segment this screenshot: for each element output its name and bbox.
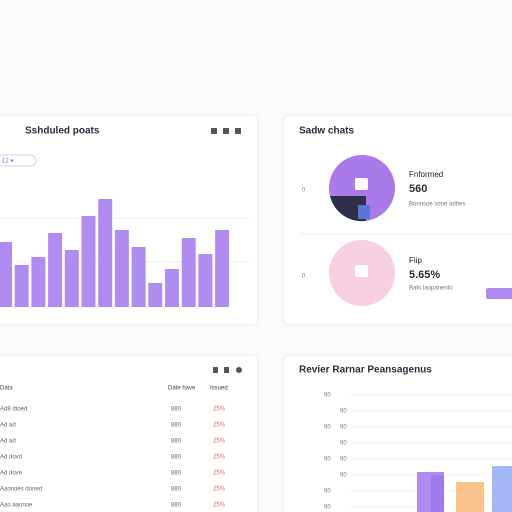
table-cell: 25% <box>213 423 226 429</box>
row-label: 80 <box>324 457 331 463</box>
row-label: 80 <box>340 473 347 479</box>
bar <box>98 199 113 307</box>
icon[interactable] <box>213 367 218 373</box>
row-label: 80 <box>324 489 331 495</box>
icon[interactable] <box>236 367 242 373</box>
bar <box>165 269 179 307</box>
icon[interactable] <box>211 128 217 134</box>
table-cell: Ad8 dtoed <box>0 407 27 413</box>
table-card <box>0 354 259 512</box>
bar <box>31 257 46 307</box>
bar <box>492 466 512 512</box>
table-cell: 880 <box>171 423 182 429</box>
item-note: Bato laopanento <box>409 286 453 292</box>
table-cell: 880 <box>171 439 182 445</box>
bar <box>81 216 96 307</box>
row-label: 80 <box>324 505 331 511</box>
table-cell: Ad dovd <box>0 455 22 461</box>
bar <box>131 247 146 307</box>
card-icons[interactable] <box>211 128 242 373</box>
bar <box>114 230 129 307</box>
bar <box>14 265 29 307</box>
icon[interactable] <box>224 367 229 373</box>
table-cell: 880 <box>171 487 182 493</box>
row-label: 80 <box>340 425 347 431</box>
table-cell: Ad ad <box>0 439 16 445</box>
table-cell: 880 <box>171 471 182 477</box>
item-index: 0 <box>302 188 306 194</box>
item-label: Fnformed <box>409 170 443 179</box>
table-cell: 25% <box>213 407 226 413</box>
table-cell: 25% <box>213 439 226 445</box>
bar <box>456 482 484 512</box>
avatar-block <box>358 205 370 219</box>
item-label: Fiip <box>409 256 422 265</box>
row-label: 80 <box>324 425 331 431</box>
bar <box>181 238 196 307</box>
row-label: 80 <box>340 409 347 415</box>
item-value: 560 <box>409 183 427 195</box>
card-title: Sadw chats <box>299 126 354 137</box>
item-value: 5.65% <box>409 269 440 281</box>
table-cell: 25% <box>213 471 226 477</box>
row-label: 80 <box>340 457 347 463</box>
table-cell: Aaonoes doned <box>0 487 42 493</box>
bar <box>215 230 230 307</box>
action-button[interactable] <box>486 288 512 299</box>
column-header: Data <box>0 386 13 392</box>
table-cell: Aao aaonoe <box>0 503 33 509</box>
bar-card <box>282 354 512 512</box>
sales-card <box>282 114 512 326</box>
filter-pill[interactable] <box>0 154 37 167</box>
item-index: 0 <box>302 274 306 280</box>
bar <box>148 283 163 307</box>
table-cell: Ad ad <box>0 423 16 429</box>
column-header: Issued <box>210 386 228 392</box>
table-cell: Ad dove <box>0 471 23 477</box>
table-cell: 25% <box>213 487 226 493</box>
column-header: Date have <box>168 386 196 392</box>
bar <box>0 242 12 307</box>
card-title: Sshduled poats <box>25 126 100 137</box>
row-label: 80 <box>324 393 331 399</box>
table-cell: 880 <box>171 503 182 509</box>
icon[interactable] <box>223 128 229 134</box>
item-note: Bonnsoe sooe adbes <box>409 202 465 208</box>
table-cell: 880 <box>171 407 182 413</box>
avatar-icon <box>355 265 368 277</box>
bar <box>198 254 213 307</box>
bar <box>431 475 444 512</box>
avatar-icon <box>355 178 368 190</box>
bar <box>64 250 79 307</box>
bar <box>48 233 63 307</box>
avatar-shade <box>330 196 366 222</box>
table-cell: 25% <box>213 455 226 461</box>
filter-text[interactable]: 12 ▾ <box>2 159 13 165</box>
row-label: 80 <box>340 441 347 447</box>
card-title: Revier Rarnar Peansagenus <box>299 365 432 376</box>
icon[interactable] <box>235 128 241 134</box>
table-cell: 25% <box>213 503 226 509</box>
table-cell: 880 <box>171 455 182 461</box>
